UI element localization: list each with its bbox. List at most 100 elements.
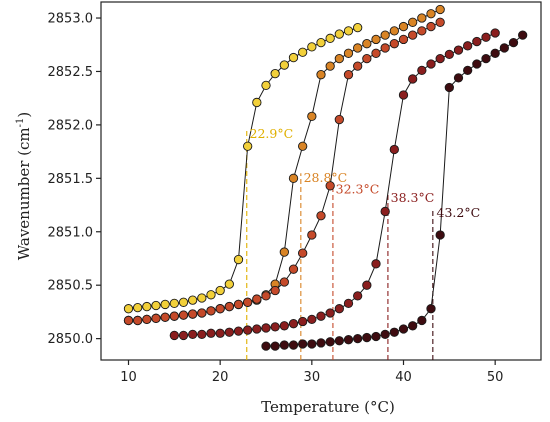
data-point bbox=[224, 327, 234, 337]
x-tick-label: 30 bbox=[304, 370, 321, 385]
data-point bbox=[389, 144, 399, 155]
data-point bbox=[224, 301, 234, 312]
data-point bbox=[197, 308, 207, 318]
data-point bbox=[325, 61, 335, 71]
data-point bbox=[243, 141, 253, 151]
data-point bbox=[408, 74, 418, 84]
data-point bbox=[206, 306, 216, 316]
data-point bbox=[334, 29, 344, 39]
x-tick-label: 40 bbox=[395, 370, 412, 385]
data-point bbox=[178, 330, 189, 341]
data-point bbox=[233, 299, 244, 310]
data-point bbox=[252, 294, 262, 304]
data-point bbox=[123, 315, 134, 326]
y-tick-label: 2851.0 bbox=[48, 225, 94, 240]
data-point bbox=[197, 329, 207, 340]
data-point bbox=[371, 34, 381, 45]
y-axis-title-end: ) bbox=[15, 112, 33, 118]
data-point bbox=[334, 114, 344, 125]
series-1 bbox=[123, 22, 363, 314]
data-point bbox=[343, 48, 354, 58]
series-4 bbox=[169, 28, 500, 341]
y-axis-title-main: Wavenumber (cm bbox=[15, 127, 33, 260]
data-point bbox=[481, 32, 491, 42]
data-point bbox=[160, 299, 170, 310]
y-axis: 2850.0 2850.5 2851.0 2851.5 2852.0 2852.5 2853… bbox=[48, 12, 101, 347]
data-point bbox=[408, 17, 418, 27]
transition-label: 38.3°C bbox=[391, 190, 435, 205]
data-point bbox=[316, 37, 326, 48]
data-point bbox=[325, 337, 335, 347]
data-point bbox=[279, 321, 289, 331]
data-point bbox=[371, 259, 381, 269]
data-point bbox=[472, 36, 482, 47]
data-point bbox=[279, 60, 289, 70]
data-point bbox=[270, 68, 280, 79]
y-tick-label: 2853.0 bbox=[48, 12, 94, 27]
data-point bbox=[481, 53, 491, 64]
y-tick-label: 2850.0 bbox=[48, 332, 94, 347]
data-point bbox=[371, 48, 381, 58]
data-point bbox=[380, 329, 390, 340]
data-point bbox=[270, 322, 280, 332]
data-point bbox=[353, 43, 363, 53]
data-point bbox=[206, 290, 216, 300]
y-tick-label: 2852.5 bbox=[48, 65, 94, 80]
data-point bbox=[490, 28, 500, 38]
data-point bbox=[417, 13, 427, 23]
data-point bbox=[453, 73, 464, 83]
data-point bbox=[298, 47, 308, 57]
y-tick-label: 2852.0 bbox=[48, 118, 94, 133]
data-point bbox=[426, 21, 436, 32]
data-point bbox=[362, 39, 372, 49]
data-point bbox=[417, 315, 427, 326]
data-point bbox=[197, 293, 207, 303]
data-point bbox=[463, 65, 473, 76]
data-point bbox=[334, 304, 344, 314]
transition-annotations: 22.9°C 28.8°C32.3°C 38.3°C43.2°C bbox=[250, 126, 481, 220]
transition-label: 28.8°C bbox=[304, 170, 348, 185]
x-tick-label: 20 bbox=[212, 370, 229, 385]
data-point bbox=[188, 295, 198, 305]
data-point bbox=[298, 316, 308, 327]
series-line bbox=[128, 9, 441, 321]
data-point bbox=[307, 42, 317, 52]
data-point bbox=[261, 291, 271, 301]
data-point bbox=[508, 37, 519, 48]
data-point bbox=[279, 247, 289, 257]
data-point bbox=[224, 279, 234, 289]
data-point bbox=[444, 49, 454, 60]
transition-label: 22.9°C bbox=[250, 126, 294, 141]
data-point bbox=[380, 206, 390, 217]
data-point bbox=[444, 82, 454, 93]
data-point bbox=[398, 90, 409, 100]
data-point bbox=[325, 308, 335, 318]
data-point bbox=[408, 30, 418, 40]
series-2 bbox=[123, 4, 445, 326]
data-point bbox=[178, 297, 189, 307]
data-point bbox=[288, 173, 299, 183]
data-point bbox=[426, 304, 436, 314]
data-point bbox=[123, 304, 134, 314]
data-point bbox=[325, 33, 335, 43]
data-point bbox=[243, 297, 253, 307]
data-point bbox=[270, 285, 280, 296]
data-point bbox=[169, 298, 179, 309]
data-point bbox=[380, 30, 390, 40]
data-point bbox=[160, 312, 170, 322]
data-point bbox=[353, 291, 363, 301]
data-point bbox=[325, 181, 335, 191]
data-point bbox=[233, 254, 244, 265]
data-point bbox=[307, 314, 317, 325]
data-point bbox=[389, 327, 399, 337]
data-point bbox=[261, 341, 271, 351]
data-point bbox=[389, 39, 399, 49]
series-layer bbox=[123, 4, 528, 351]
data-point bbox=[288, 52, 299, 63]
data-point bbox=[362, 280, 372, 290]
transition-label: 43.2°C bbox=[437, 205, 481, 220]
data-point bbox=[334, 336, 344, 346]
plot-border bbox=[100, 1, 542, 361]
data-point bbox=[426, 59, 436, 69]
